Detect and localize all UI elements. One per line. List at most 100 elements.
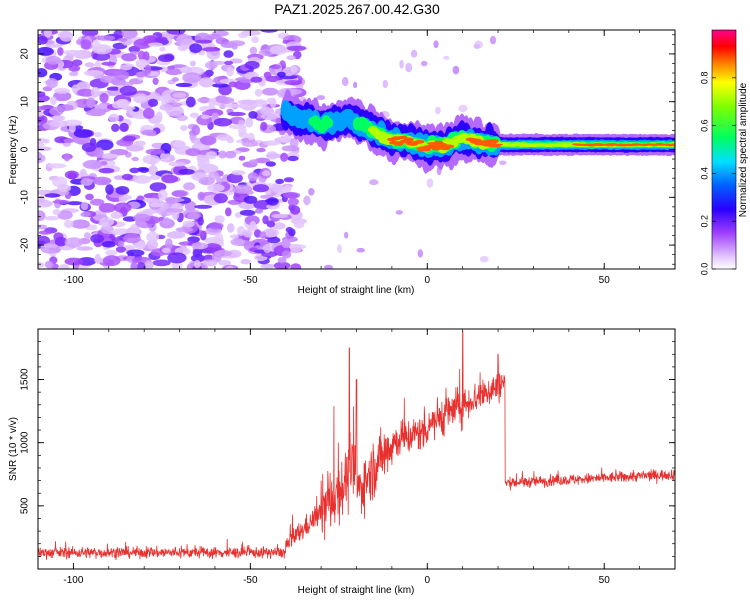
heatmap-cell: [266, 204, 280, 210]
heatmap-cell: [270, 45, 288, 55]
heatmap-cell: [120, 64, 132, 71]
heatmap-cell: [262, 140, 281, 146]
ridge-cell: [493, 143, 504, 146]
heatmap-cell: [182, 72, 202, 83]
heatmap-cell: [266, 197, 279, 206]
heatmap-cell: [238, 132, 249, 138]
heatmap-cell: [53, 91, 72, 102]
heatmap-cell: [182, 220, 195, 228]
heatmap-cell: [77, 257, 96, 266]
heatmap-cell: [154, 36, 168, 43]
x-tick-label: 50: [599, 575, 611, 586]
x-tick-label: 50: [599, 275, 611, 286]
heatmap-cell: [138, 167, 150, 173]
heatmap-cell: [172, 140, 186, 148]
heatmap-cell: [395, 210, 403, 215]
heatmap-cell: [479, 256, 489, 263]
heatmap-cell: [202, 259, 218, 267]
heatmap-cell: [244, 215, 260, 226]
heatmap-cell: [223, 50, 234, 58]
heatmap-cell: [168, 161, 187, 167]
heatmap-cell: [131, 156, 139, 162]
y-tick-label: 20: [20, 48, 31, 60]
snr-panel: -100 -50 0 50 500 1000 1500 Height of straigh…: [8, 328, 676, 596]
heatmap-cell: [254, 88, 263, 97]
heatmap-cell: [187, 212, 200, 220]
heatmap-cell: [260, 263, 277, 269]
heatmap-cell: [46, 78, 58, 89]
y-tick-label: 1500: [20, 368, 31, 391]
heatmap-cell: [225, 207, 232, 217]
heatmap-cell: [207, 183, 225, 193]
heatmap-cell: [295, 83, 304, 90]
heatmap-cell: [100, 224, 114, 234]
heatmap-cell: [158, 189, 168, 201]
heatmap-cell: [214, 233, 224, 243]
heatmap-cell: [38, 110, 44, 117]
heatmap-cell: [201, 47, 221, 52]
heatmap-cell: [247, 172, 259, 182]
heatmap-cell: [137, 50, 146, 61]
heatmap-cell: [199, 77, 214, 88]
heatmap-cell: [38, 68, 48, 78]
heatmap-cell: [261, 87, 279, 96]
heatmap-cell: [98, 153, 119, 159]
heatmap-cell: [263, 71, 272, 79]
heatmap-cell: [237, 99, 257, 105]
heatmap-cell: [452, 65, 460, 75]
heatmap-cell: [54, 236, 67, 247]
heatmap-cell: [64, 219, 74, 229]
heatmap-cell: [38, 146, 52, 152]
heatmap-cell: [266, 220, 276, 228]
heatmap-cell: [238, 155, 246, 161]
heatmap-cell: [243, 195, 258, 204]
heatmap-cell: [171, 190, 187, 197]
heatmap-cell: [189, 43, 203, 54]
spectrogram-y-label: Frequency (Hz): [8, 116, 19, 185]
heatmap-cell: [136, 262, 146, 269]
ridge-cell: [403, 137, 414, 142]
heatmap-cell: [38, 94, 50, 103]
heatmap-cell: [178, 168, 195, 175]
heatmap-cell: [285, 226, 294, 233]
heatmap-cell: [63, 153, 71, 162]
heatmap-cell: [54, 87, 71, 94]
heatmap-cell: [265, 161, 276, 167]
heatmap-cell: [142, 154, 161, 165]
heatmap-cell: [102, 255, 121, 267]
heatmap-cell: [52, 209, 61, 216]
x-tick-label: -50: [243, 575, 258, 586]
y-tick-label: 0: [20, 146, 31, 152]
heatmap-cell: [98, 203, 117, 213]
heatmap-cell: [270, 184, 284, 193]
heatmap-cell: [126, 249, 145, 257]
heatmap-cell: [279, 135, 292, 143]
heatmap-cell: [193, 260, 201, 269]
heatmap-cell: [121, 173, 133, 181]
heatmap-cell: [38, 137, 48, 144]
heatmap-cell: [94, 147, 104, 159]
heatmap-cell: [132, 175, 152, 184]
heatmap-cell: [152, 259, 171, 267]
heatmap-cell: [382, 79, 388, 89]
heatmap-cell: [57, 47, 64, 56]
heatmap-cell: [85, 193, 94, 201]
ridge-cell: [323, 117, 334, 129]
heatmap-cell: [187, 236, 200, 243]
colorbar-label: Normalized spectral amplitude: [738, 82, 749, 217]
heatmap-cell: [49, 106, 64, 116]
heatmap-cell: [44, 260, 54, 269]
heatmap-cell: [165, 238, 173, 250]
heatmap-cell: [267, 236, 281, 244]
heatmap-cell: [80, 211, 91, 218]
heatmap-cell: [39, 195, 45, 203]
heatmap-cell: [214, 250, 232, 257]
heatmap-cell: [95, 35, 116, 41]
heatmap-cell: [271, 213, 289, 219]
heatmap-cell: [175, 82, 193, 88]
heatmap-cell: [133, 93, 149, 104]
heatmap-cell: [157, 54, 174, 62]
heatmap-cell: [239, 79, 255, 84]
colorbar-gradient: [711, 29, 737, 270]
heatmap-cell: [43, 30, 52, 38]
